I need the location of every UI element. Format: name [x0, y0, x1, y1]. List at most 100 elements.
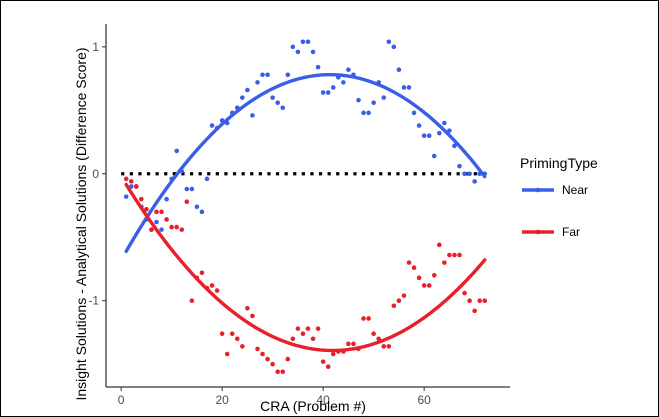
far-point: [386, 344, 392, 349]
near-point: [381, 95, 387, 100]
far-point: [199, 270, 205, 276]
near-point: [204, 176, 210, 182]
near-point: [300, 39, 306, 45]
far-point: [401, 293, 407, 298]
far-point: [214, 288, 220, 293]
y-tick-label: 0: [92, 167, 99, 181]
far-point: [462, 290, 467, 296]
near-point: [366, 110, 371, 116]
near-point: [275, 100, 281, 105]
near-point: [265, 72, 270, 78]
far-point: [250, 313, 255, 319]
near-point: [209, 123, 215, 128]
near-point: [442, 120, 447, 126]
x-tick-label: 0: [118, 393, 125, 407]
far-point: [174, 224, 179, 230]
near-point: [452, 143, 457, 149]
far-point: [442, 260, 447, 265]
near-point: [346, 67, 351, 72]
far-point: [285, 356, 291, 362]
near-point: [255, 80, 260, 85]
far-point: [164, 217, 169, 222]
far-point: [310, 336, 316, 342]
near-point: [371, 100, 376, 105]
far-point: [366, 316, 371, 321]
far-point: [447, 252, 452, 258]
far-point: [154, 209, 159, 215]
far-point: [426, 283, 432, 288]
near-point: [260, 72, 265, 78]
far-point: [371, 331, 376, 336]
near-point: [240, 95, 245, 100]
near-point: [174, 148, 179, 154]
far-point: [482, 298, 488, 303]
far-point: [330, 351, 336, 357]
x-tick-label: 20: [215, 393, 229, 407]
far-point: [209, 283, 215, 288]
near-point: [356, 97, 361, 103]
far-point: [255, 346, 260, 352]
far-point: [229, 331, 235, 336]
near-point: [164, 196, 169, 202]
far-point: [315, 326, 321, 331]
near-point: [467, 171, 472, 177]
near-point: [401, 85, 407, 90]
far-point: [416, 275, 422, 281]
points-layer: [123, 39, 488, 375]
legend-title: PrimingType: [520, 155, 598, 171]
near-point: [386, 39, 392, 45]
near-point: [416, 123, 422, 128]
far-point: [184, 199, 190, 204]
near-point: [123, 194, 129, 199]
near-point: [315, 64, 321, 70]
far-point: [472, 308, 477, 314]
legend-label-far: Far: [562, 225, 580, 239]
near-point: [361, 110, 366, 116]
far-point: [452, 252, 457, 258]
far-point: [149, 227, 154, 232]
far-point: [325, 364, 331, 369]
far-point: [270, 361, 275, 367]
far-point: [219, 331, 225, 336]
far-point: [300, 331, 306, 336]
axes: 0 20 40 60 -1 0 1: [88, 24, 510, 407]
near-point: [341, 80, 346, 85]
far-point: [235, 336, 240, 342]
near-point: [396, 67, 402, 72]
far-point: [411, 265, 417, 270]
near-fit-line: [124, 72, 487, 253]
x-tick-label: 40: [316, 393, 330, 407]
near-point: [472, 179, 477, 184]
near-point: [406, 85, 412, 90]
far-point: [421, 283, 427, 288]
far-point: [431, 273, 437, 278]
far-point: [477, 298, 483, 303]
far-point: [144, 207, 149, 212]
near-point: [245, 87, 250, 93]
near-point: [295, 49, 301, 55]
far-point: [457, 252, 462, 258]
far-point: [139, 196, 144, 202]
near-point: [285, 72, 291, 78]
far-point: [280, 369, 286, 375]
near-point: [305, 39, 311, 45]
legend: PrimingType Near Far: [520, 155, 598, 239]
far-point: [275, 369, 281, 375]
far-point: [467, 298, 472, 303]
far-point: [361, 316, 366, 321]
far-point: [320, 359, 326, 364]
far-point: [134, 184, 139, 189]
near-point: [270, 95, 275, 100]
legend-item-far: Far: [522, 225, 580, 239]
far-point: [123, 176, 129, 182]
far-point: [240, 344, 245, 349]
far-point: [351, 341, 356, 347]
legend-label-near: Near: [562, 183, 588, 197]
far-point: [346, 341, 351, 347]
far-point: [159, 209, 164, 215]
near-point: [462, 171, 467, 177]
near-point: [320, 90, 326, 95]
far-point: [245, 306, 250, 311]
near-point: [421, 133, 427, 138]
